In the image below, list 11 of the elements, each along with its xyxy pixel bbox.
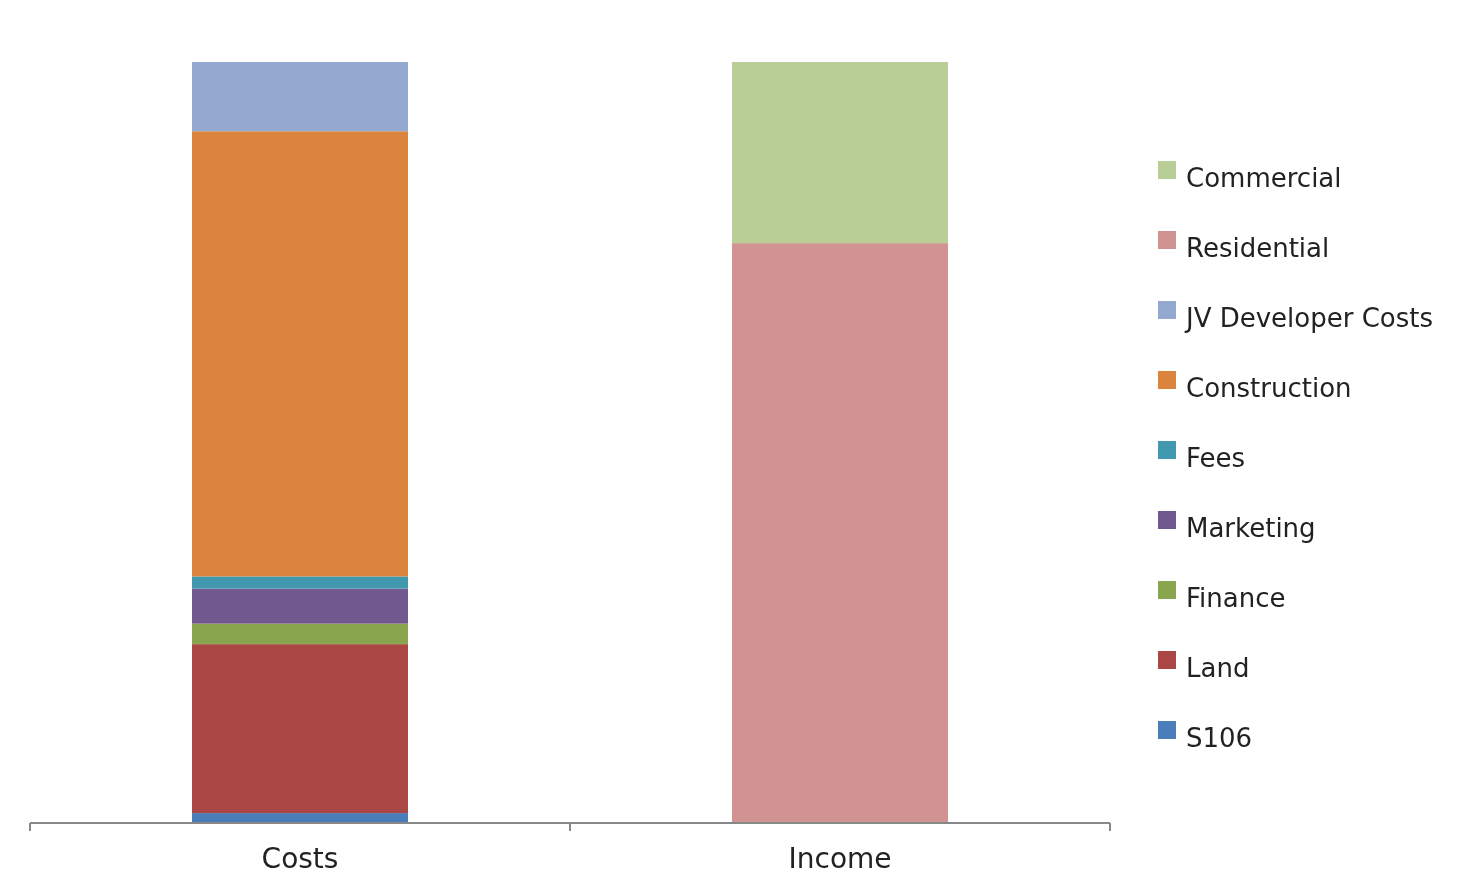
legend-label: Fees: [1186, 442, 1246, 473]
legend-label: Marketing: [1186, 512, 1316, 543]
legend-label: Finance: [1186, 582, 1286, 613]
legend-label: Construction: [1186, 372, 1352, 403]
x-tick-label: Costs: [261, 842, 339, 875]
legend-label: Land: [1186, 652, 1250, 683]
x-tick-label: Income: [788, 842, 892, 875]
legend-label: Commercial: [1186, 162, 1342, 193]
legend-label: S106: [1186, 722, 1253, 753]
legend-label: Residential: [1186, 232, 1330, 263]
legend-label: JV Developer Costs: [1184, 302, 1434, 333]
